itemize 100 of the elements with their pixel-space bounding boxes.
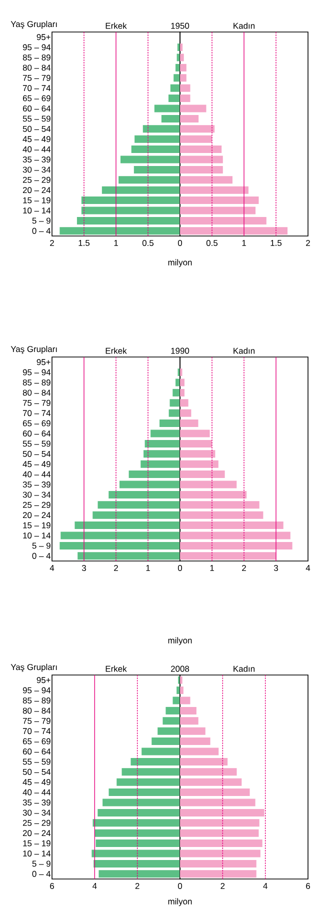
y-tick-label: 15 – 19 (23, 197, 50, 204)
y-tick-label: 20 – 24 (22, 187, 51, 194)
x-tick-label: 6 (306, 883, 310, 890)
y-tick-label: 60 – 64 (22, 748, 51, 754)
x-tick-label: 4 (263, 883, 268, 889)
x-tick-label: 0 (178, 240, 182, 246)
chart-title: 1990 (171, 348, 190, 354)
x-tick-label: 0 (178, 883, 182, 890)
x-tick-label: 3 (274, 565, 278, 572)
x-tick-label: 0 (178, 565, 182, 572)
y-tick-label: 65 – 69 (22, 738, 50, 744)
y-tick-label: 25 – 29 (22, 176, 50, 183)
y-tick-label: 80 – 84 (22, 708, 51, 714)
y-tick-label: 0 – 4 (32, 552, 51, 559)
y-tick-label: 40 – 44 (22, 146, 51, 152)
y-tick-label: 35 – 39 (22, 482, 50, 488)
x-tick-label: 1 (210, 565, 214, 571)
y-tick-label: 45 – 49 (22, 136, 50, 142)
y-tick-label: 85 – 89 (22, 698, 50, 704)
chart-title: 1950 (171, 22, 190, 29)
y-tick-label: 15 – 19 (23, 840, 50, 846)
y-tick-label: 70 – 74 (22, 85, 51, 92)
y-tick-label: 15 – 19 (23, 522, 50, 528)
x-tick-label: 2 (220, 883, 225, 889)
y-tick-label: 70 – 74 (22, 728, 51, 734)
y-tick-label: 40 – 44 (22, 789, 51, 796)
y-tick-label: 50 – 54 (22, 768, 51, 775)
x-tick-label: 1 (242, 240, 246, 246)
text: Erkek (106, 348, 127, 354)
x-tick-label: 2 (306, 240, 310, 246)
y-tick-label: 30 – 34 (22, 810, 51, 816)
y-tick-label: 55 – 59 (22, 116, 50, 122)
text: Kadın (234, 22, 255, 29)
y-tick-label: 25 – 29 (22, 820, 50, 826)
y-tick-label: 10 – 14 (23, 850, 51, 856)
y-tick-label: 20 – 24 (22, 512, 51, 518)
y-tick-label: 40 – 44 (22, 471, 51, 478)
y-axis-title: Yaş Grupları (10, 664, 57, 672)
y-tick-label: 95 – 94 (22, 44, 51, 50)
x-tick-label: 4 (50, 565, 54, 571)
text: Erkek (106, 666, 127, 672)
y-tick-label: 95 – 94 (22, 687, 51, 694)
y-tick-label: 95+ (36, 359, 50, 366)
y-tick-label: 55 – 59 (22, 440, 50, 447)
x-tick-label: 1.5 (78, 240, 90, 246)
y-tick-label: 30 – 34 (22, 166, 51, 173)
y-tick-label: 95 – 94 (22, 369, 51, 376)
y-tick-label: 70 – 74 (22, 410, 51, 416)
y-tick-label: 65 – 69 (22, 420, 50, 426)
y-tick-label: 60 – 64 (22, 105, 51, 112)
x-tick-label: 4 (92, 883, 97, 889)
y-tick-label: 45 – 49 (22, 461, 50, 468)
x-tick-label: 6 (50, 883, 54, 890)
x-tick-label: 1 (114, 240, 118, 246)
y-axis-title: Yaş Grupları (10, 346, 57, 354)
y-tick-label: 80 – 84 (22, 64, 51, 71)
text: Kadın (234, 666, 255, 672)
y-tick-label: 50 – 54 (22, 126, 51, 132)
y-tick-label: 95+ (36, 677, 50, 684)
x-axis-title: milyon (168, 637, 192, 646)
y-tick-label: 45 – 49 (22, 779, 50, 786)
x-tick-label: 2 (114, 565, 118, 571)
y-tick-label: 75 – 79 (22, 400, 50, 406)
y-tick-label: 75 – 79 (22, 718, 50, 724)
y-tick-label: 75 – 79 (22, 74, 50, 81)
text: Kadın (234, 348, 255, 354)
x-axis-title: milyon (168, 898, 192, 906)
x-axis-title: milyon (168, 259, 192, 268)
y-tick-label: 0 – 4 (32, 870, 51, 877)
y-tick-label: 0 – 4 (32, 228, 51, 234)
x-tick-label: 2 (242, 565, 246, 571)
y-tick-label: 35 – 39 (22, 156, 50, 162)
y-tick-label: 5 – 9 (32, 218, 50, 224)
y-tick-label: 85 – 89 (22, 380, 50, 386)
text: Erkek (106, 22, 127, 29)
y-tick-label: 10 – 14 (23, 207, 51, 214)
chart-title: 2008 (171, 666, 190, 672)
x-tick-label: 4 (306, 565, 310, 571)
y-tick-label: 50 – 54 (22, 450, 51, 457)
y-tick-label: 55 – 59 (22, 758, 50, 765)
y-tick-label: 10 – 14 (23, 532, 51, 538)
y-tick-label: 20 – 24 (22, 830, 51, 836)
y-tick-label: 25 – 29 (22, 502, 50, 508)
y-tick-label: 5 – 9 (32, 542, 50, 549)
x-tick-label: 3 (82, 565, 86, 572)
x-tick-label: 1 (146, 565, 150, 571)
y-tick-label: 5 – 9 (32, 860, 50, 867)
y-tick-label: 35 – 39 (22, 800, 50, 806)
x-tick-label: 2 (50, 240, 54, 246)
y-tick-label: 85 – 89 (22, 54, 50, 60)
x-tick-label: 0.5 (206, 240, 218, 246)
y-tick-label: 95+ (36, 34, 50, 40)
y-axis-title: Yaş Grupları (10, 20, 57, 29)
y-tick-label: 65 – 69 (22, 95, 50, 102)
x-tick-label: 0.5 (142, 240, 154, 246)
x-tick-label: 2 (135, 883, 140, 889)
y-tick-label: 60 – 64 (22, 430, 51, 436)
y-tick-label: 30 – 34 (22, 492, 51, 498)
y-tick-label: 80 – 84 (22, 390, 51, 396)
x-tick-label: 1.5 (270, 240, 282, 246)
